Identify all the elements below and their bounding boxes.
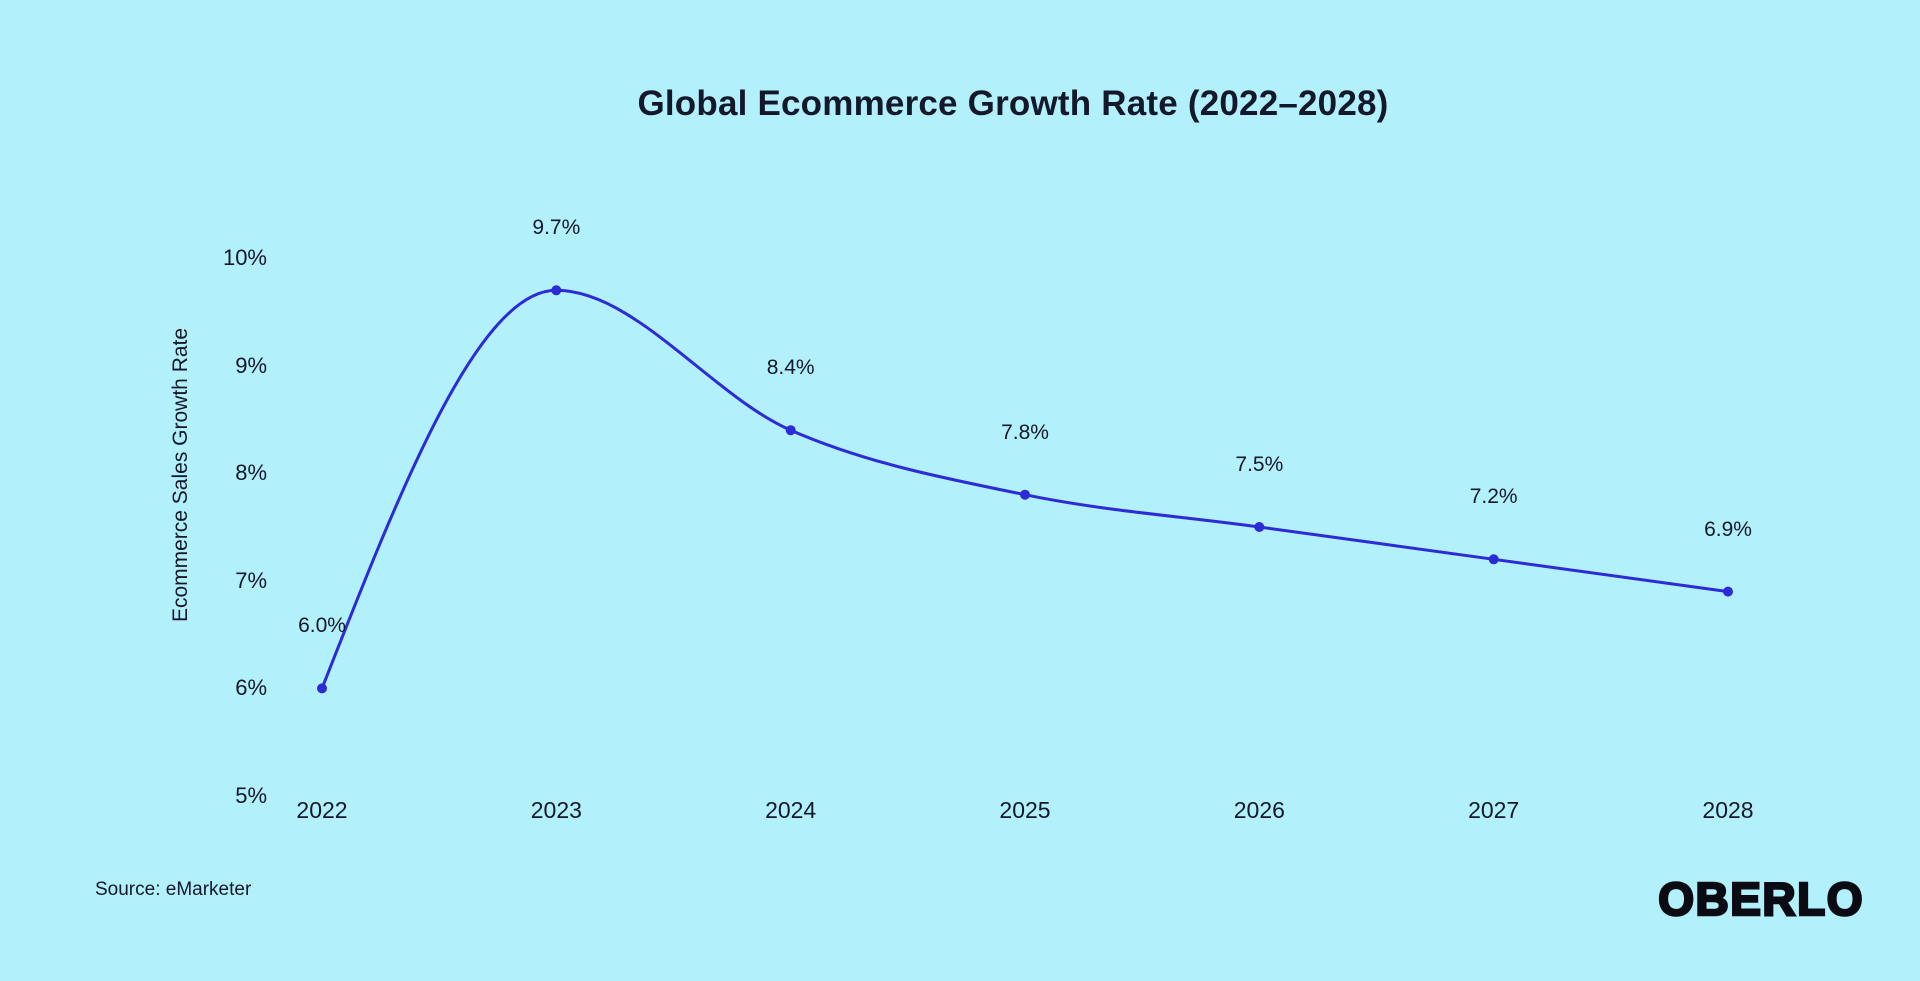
data-point-marker — [1723, 586, 1733, 597]
data-point-marker — [1488, 554, 1499, 565]
y-tick-label: 7% — [235, 567, 267, 593]
y-tick-label: 10% — [222, 245, 267, 270]
x-tick-label: 2028 — [1702, 797, 1754, 823]
x-tick-label: 2023 — [530, 797, 582, 823]
x-tick-label: 2022 — [296, 797, 348, 823]
y-tick-label: 8% — [235, 460, 267, 486]
data-point-marker — [551, 285, 562, 296]
chart-title: Global Ecommerce Growth Rate (2022–2028) — [637, 84, 1389, 123]
data-point-label: 7.2% — [1469, 485, 1518, 509]
data-point-label: 6.0% — [298, 614, 346, 638]
data-point-label: 9.7% — [532, 216, 581, 240]
data-point-marker — [1254, 522, 1265, 532]
growth-line-path — [320, 288, 1730, 690]
y-tick-label: 9% — [235, 352, 267, 378]
data-point-label: 7.5% — [1235, 453, 1284, 476]
data-point-label: 7.8% — [1001, 420, 1049, 444]
data-point-marker — [1020, 489, 1030, 500]
data-point-marker — [785, 425, 796, 436]
source-note: Source: eMarketer — [95, 879, 252, 900]
x-tick-label: 2027 — [1468, 797, 1520, 823]
y-tick-label: 5% — [235, 783, 267, 808]
data-point-marker — [317, 683, 327, 694]
x-tick-label: 2026 — [1233, 797, 1285, 823]
data-point-label: 8.4% — [766, 356, 815, 380]
x-tick-label: 2024 — [765, 797, 817, 823]
y-tick-label: 6% — [235, 675, 267, 701]
x-tick-label: 2025 — [999, 797, 1051, 823]
oberlo-logo: OBERLO — [1657, 872, 1864, 927]
data-point-label: 6.9% — [1704, 517, 1752, 541]
